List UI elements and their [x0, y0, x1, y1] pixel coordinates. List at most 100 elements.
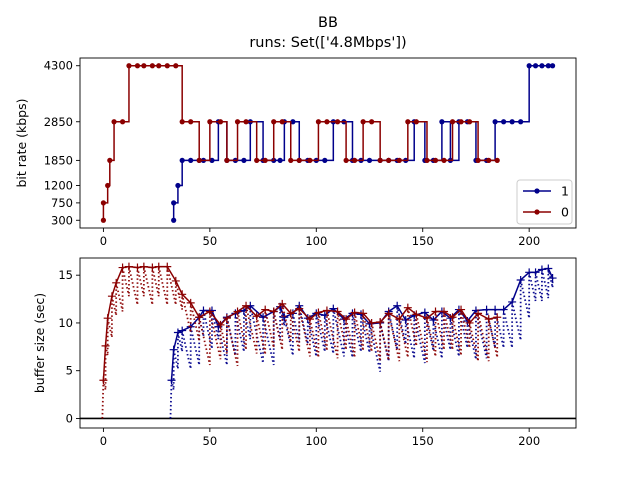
data-point-0-22: [261, 305, 270, 314]
series-drain-1: [169, 268, 554, 419]
data-point-0-36: [386, 157, 392, 163]
y-tick-label: 750: [51, 196, 73, 210]
series-line-0: [102, 64, 498, 221]
data-point-0-37: [396, 157, 402, 163]
data-point-1-3: [179, 157, 185, 163]
series-line-1: [170, 267, 554, 381]
data-point-0-35: [377, 157, 383, 163]
data-point-0-24: [279, 119, 285, 125]
y-tick-label: 2850: [44, 115, 73, 129]
data-point-0-23: [269, 307, 278, 316]
data-point-0-3: [107, 157, 113, 163]
legend-label-1: 1: [561, 184, 569, 199]
data-point-0-16: [207, 119, 213, 125]
data-point-0-45: [465, 318, 474, 327]
data-point-0-46: [474, 309, 483, 318]
data-point-1-4: [188, 157, 194, 163]
legend-marker-1: [534, 188, 540, 194]
figure-subtitle: runs: Set(['4.8Mbps']): [249, 35, 406, 51]
data-point-1-0: [167, 376, 176, 385]
data-point-0-12: [171, 276, 180, 285]
data-point-1-39: [482, 305, 491, 314]
data-point-0-34: [369, 119, 375, 125]
y-tick-label: 300: [51, 213, 73, 227]
data-point-0-42: [441, 157, 447, 163]
data-point-0-4: [112, 278, 121, 287]
data-point-1-43: [516, 275, 525, 284]
data-point-0-40: [424, 157, 430, 163]
x-tick-label: 50: [203, 434, 218, 448]
data-point-0-33: [360, 119, 366, 125]
plot-frame: [79, 257, 577, 429]
data-point-0-8: [141, 63, 147, 69]
data-point-0-45: [466, 119, 473, 125]
data-point-1-6: [199, 306, 208, 315]
data-point-0-36: [384, 309, 393, 318]
plot-frame: [79, 57, 577, 229]
data-point-0-29: [322, 306, 331, 315]
data-point-1-47: [544, 264, 553, 273]
data-point-1-21: [322, 157, 328, 163]
data-point-0-17: [216, 320, 225, 329]
x-tick-label: 0: [100, 434, 107, 448]
data-point-1-16: [280, 313, 289, 322]
y-tick-label: 5: [66, 364, 73, 378]
data-point-0-31: [342, 315, 351, 324]
data-point-0-14: [188, 119, 194, 125]
x-tick-label: 100: [305, 434, 327, 448]
data-point-0-28: [314, 308, 323, 317]
data-point-0-5: [118, 263, 127, 272]
data-point-0-38: [403, 303, 412, 312]
data-point-0-37: [395, 315, 404, 324]
data-point-0-20: [243, 119, 249, 125]
data-point-0-48: [493, 313, 502, 322]
data-point-0-33: [359, 309, 368, 318]
data-point-0-11: [164, 63, 170, 69]
x-tick-label: 50: [203, 234, 218, 248]
data-point-0-1: [101, 341, 110, 350]
data-point-0-41: [431, 307, 440, 316]
data-point-0-22: [262, 157, 268, 163]
data-point-0-39: [412, 310, 421, 319]
data-point-0-17: [217, 119, 224, 125]
data-point-0-30: [333, 307, 342, 316]
data-point-0-27: [305, 315, 314, 324]
data-point-1-40: [491, 305, 500, 314]
y-axis-label: buffer size (sec): [32, 293, 47, 393]
data-point-1-44: [526, 63, 532, 69]
data-point-0-43: [448, 313, 457, 322]
x-tick-label: 200: [518, 234, 540, 248]
data-point-0-46: [475, 157, 481, 163]
data-point-0-21: [252, 312, 261, 321]
data-point-0-27: [307, 157, 313, 163]
data-point-0-42: [440, 307, 449, 316]
data-point-1-1: [169, 345, 178, 354]
data-point-1-15: [277, 157, 283, 163]
x-tick-label: 150: [412, 434, 434, 448]
data-point-1-48: [548, 274, 557, 283]
data-point-1-40: [492, 119, 498, 125]
data-point-1-11: [241, 157, 247, 163]
data-point-0-21: [254, 157, 260, 163]
data-point-0-38: [405, 119, 411, 125]
data-point-0-2: [103, 314, 112, 323]
data-point-1-7: [209, 157, 215, 163]
data-point-0-14: [186, 298, 195, 307]
data-point-0-47: [486, 157, 492, 163]
data-point-1-17: [290, 119, 296, 125]
data-point-0-9: [149, 63, 155, 69]
data-point-0-24: [278, 299, 287, 308]
data-point-1-42: [508, 297, 517, 306]
data-point-0-35: [376, 317, 385, 326]
data-point-0-48: [494, 157, 500, 163]
data-point-0-44: [458, 119, 464, 125]
data-point-1-26: [366, 157, 373, 163]
buffer-panel: 0 50 100 150 200 0 5 10 15 buffer size (sec): [32, 257, 577, 448]
data-point-0-13: [178, 290, 187, 299]
data-point-1-34: [439, 119, 445, 125]
data-point-0-1: [100, 200, 107, 206]
data-point-0-47: [484, 315, 493, 324]
series-0: [99, 262, 502, 419]
data-point-0-28: [315, 119, 322, 125]
